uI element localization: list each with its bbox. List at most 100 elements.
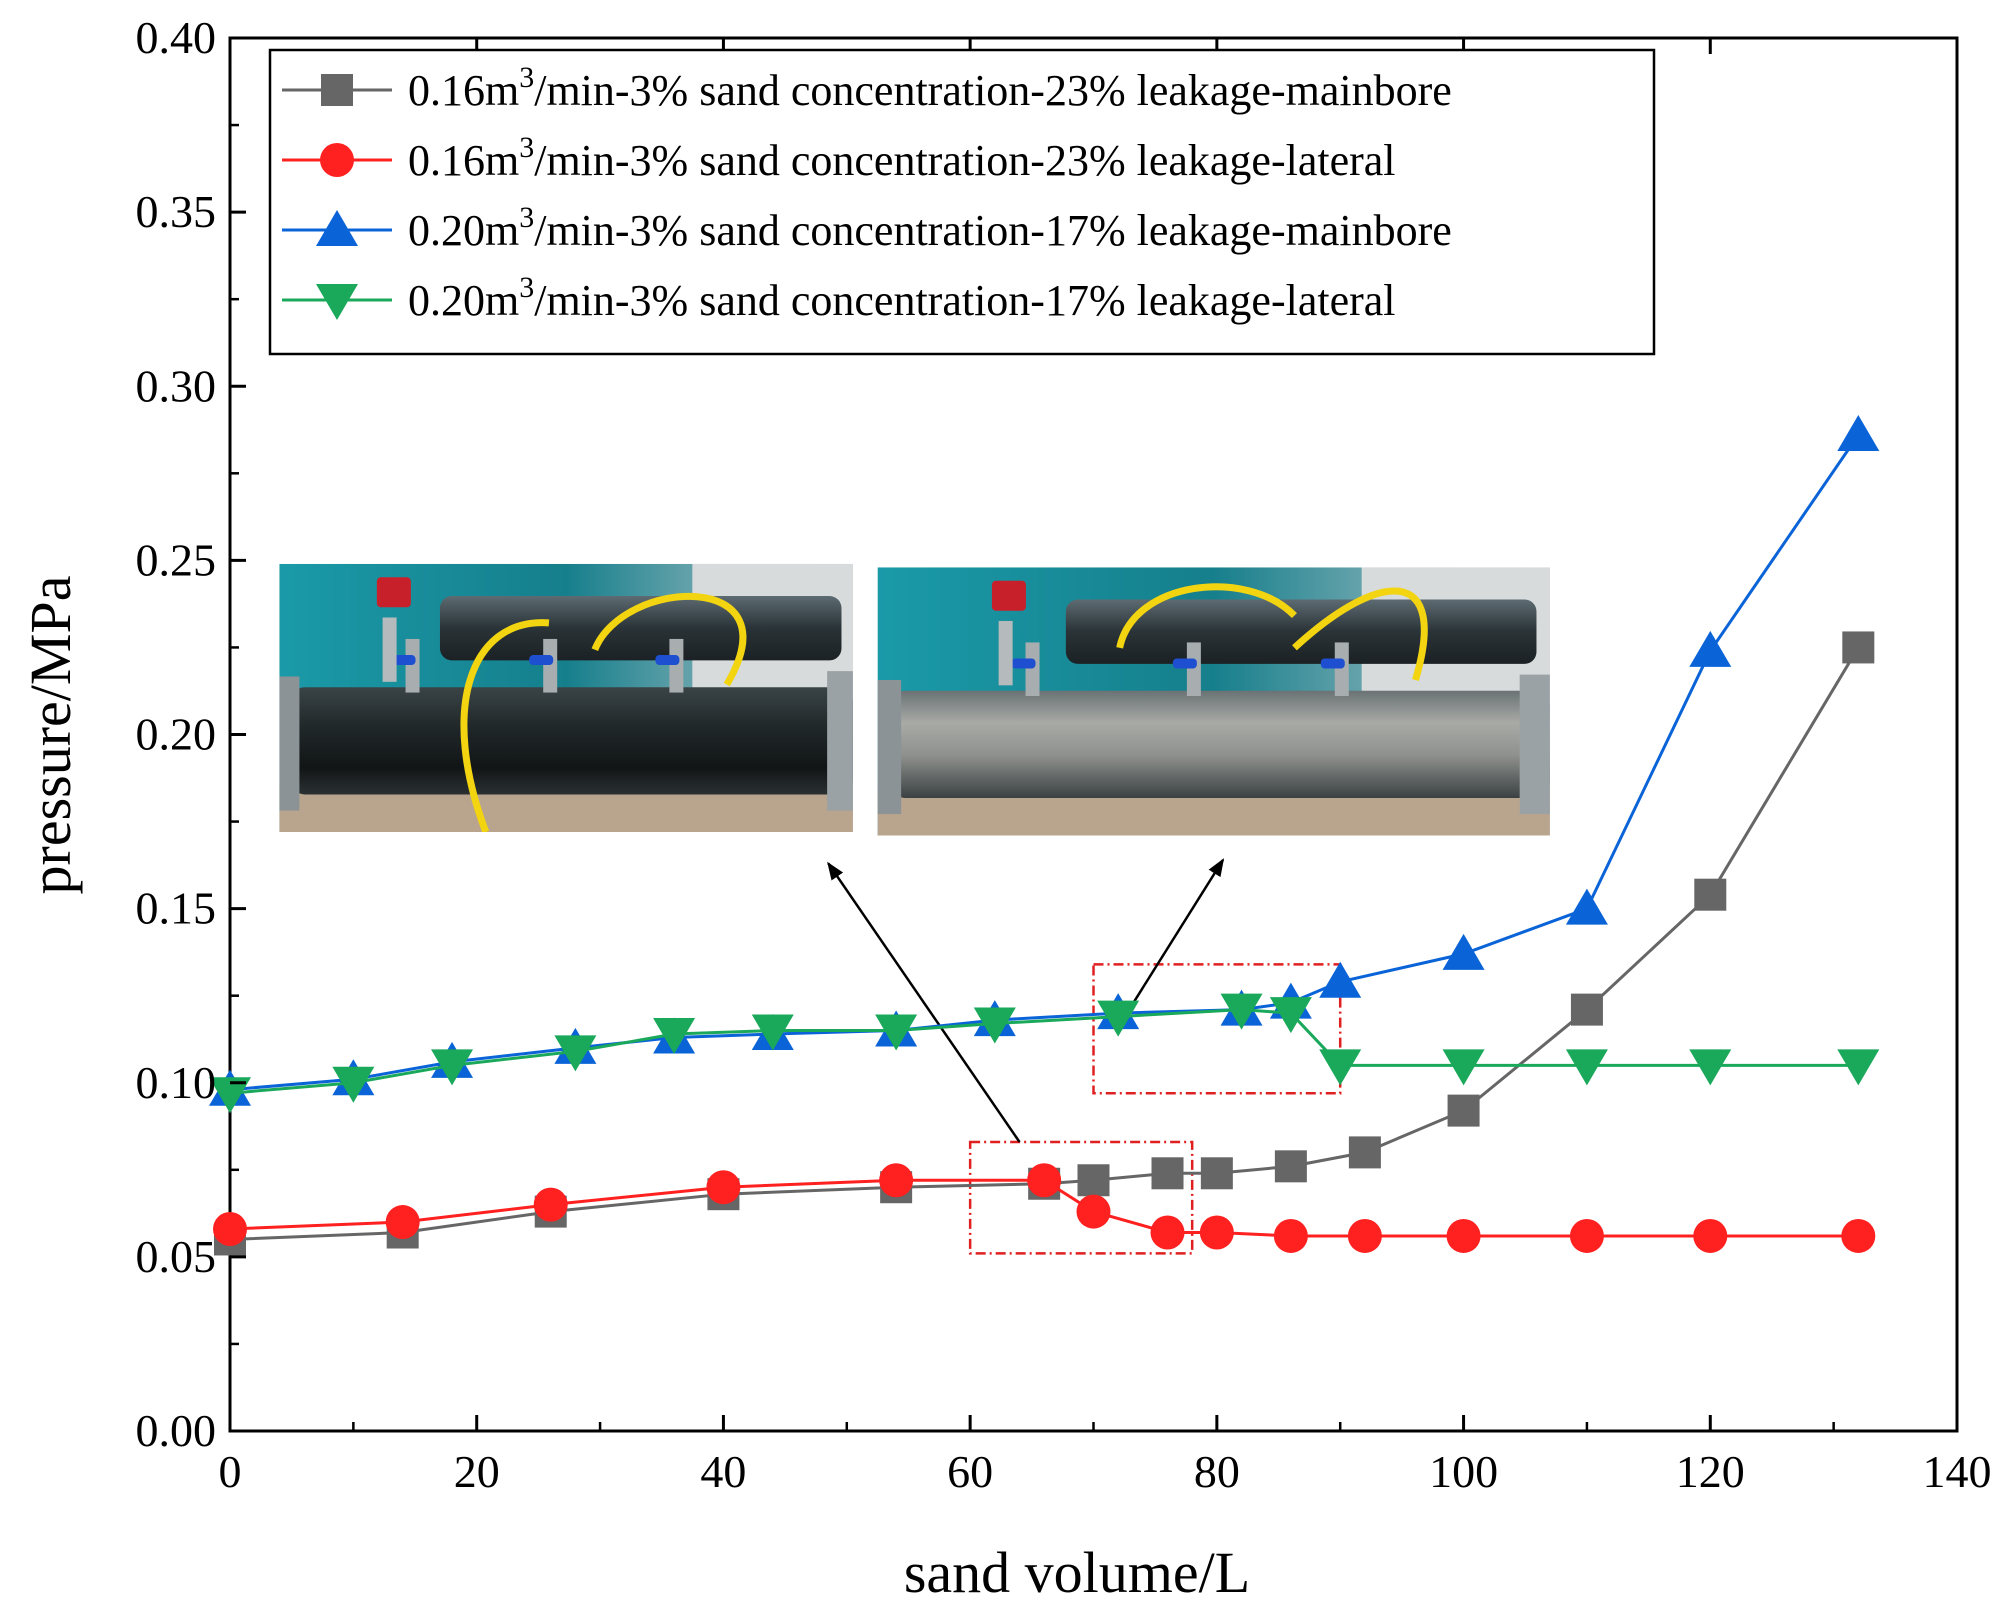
legend-label: 0.20m3/min-3% sand concentration-17% lea… — [408, 271, 1396, 325]
data-series — [209, 415, 1880, 1256]
data-point — [1077, 1164, 1110, 1197]
photo-content — [877, 567, 1550, 836]
data-point — [875, 1014, 918, 1051]
legend-marker — [316, 284, 358, 320]
photo-yellow-hose — [460, 619, 550, 833]
inset-photos — [279, 563, 1550, 836]
data-point — [1446, 1218, 1481, 1253]
x-tick-label: 60 — [947, 1446, 993, 1497]
x-tick-label: 40 — [700, 1446, 746, 1497]
legend: 0.16m3/min-3% sand concentration-23% lea… — [268, 48, 1656, 356]
data-point — [1565, 888, 1608, 925]
data-point — [1569, 1218, 1604, 1253]
data-point — [209, 1077, 251, 1114]
y-tick-label: 0.00 — [136, 1405, 217, 1456]
photo-valve-handle — [529, 655, 554, 666]
legend-item: 0.16m3/min-3% sand concentration-23% lea… — [282, 61, 1452, 115]
data-point — [1097, 1000, 1140, 1037]
data-point — [1199, 1215, 1234, 1250]
x-tick-label: 20 — [454, 1446, 500, 1497]
x-axis-title: sand volume/L — [904, 1540, 1250, 1605]
data-point — [751, 1014, 794, 1051]
series-line — [229, 1008, 1859, 1095]
photo-pressure-gauge — [376, 577, 411, 608]
data-point — [879, 1163, 914, 1198]
data-point — [1027, 1163, 1062, 1198]
legend-marker — [320, 143, 354, 177]
photo-flange — [827, 671, 853, 811]
photo-flange — [279, 676, 300, 811]
legend-marker — [316, 210, 358, 246]
pointer-arrow — [1117, 858, 1225, 1028]
data-point — [1841, 1218, 1876, 1253]
x-tick-label: 0 — [219, 1446, 242, 1497]
data-point — [1442, 1049, 1485, 1086]
legend-item: 0.16m3/min-3% sand concentration-23% lea… — [282, 131, 1396, 185]
data-point — [1319, 961, 1362, 998]
photo-yellow-hose — [591, 592, 747, 687]
y-tick-label: 0.30 — [136, 360, 217, 411]
data-point — [1151, 1157, 1184, 1190]
photo-valve — [669, 638, 684, 693]
legend-item: 0.20m3/min-3% sand concentration-17% lea… — [282, 201, 1452, 255]
legend-label: 0.16m3/min-3% sand concentration-23% lea… — [408, 131, 1396, 185]
data-point — [1076, 1194, 1111, 1229]
y-tick-label: 0.25 — [136, 534, 217, 585]
photo-valve — [405, 638, 420, 693]
photo-valve — [1025, 642, 1040, 697]
x-tick-label: 100 — [1429, 1446, 1498, 1497]
x-tick-label: 80 — [1194, 1446, 1240, 1497]
photo-valve — [1186, 642, 1201, 697]
data-point — [1565, 1049, 1608, 1086]
photo-yellow-hose — [1116, 583, 1297, 649]
data-point — [554, 1035, 597, 1072]
data-point — [1689, 1049, 1732, 1086]
photo-valve-handle — [1320, 658, 1345, 669]
photo-main-pipe — [290, 687, 853, 795]
y-tick-label: 0.15 — [136, 883, 217, 934]
data-point — [1689, 630, 1732, 667]
data-point — [1837, 415, 1880, 452]
data-point — [1273, 1218, 1308, 1253]
photo-valve-handle — [1172, 658, 1197, 669]
y-tick-label: 0.40 — [136, 12, 217, 63]
photo-pressure-gauge — [991, 580, 1026, 611]
data-point — [1842, 631, 1875, 664]
data-point — [533, 1187, 568, 1222]
legend-item: 0.20m3/min-3% sand concentration-17% lea… — [282, 271, 1396, 325]
data-point — [431, 1049, 474, 1086]
photo-yellow-hose — [1292, 587, 1428, 681]
pointer-arrow — [827, 861, 1021, 1143]
x-tick-label: 140 — [1923, 1446, 1992, 1497]
y-tick-label: 0.10 — [136, 1057, 217, 1108]
legend-label: 0.20m3/min-3% sand concentration-17% lea… — [408, 201, 1452, 255]
legend-marker — [321, 74, 353, 106]
series-4 — [209, 993, 1880, 1114]
data-point — [213, 1212, 247, 1247]
data-point — [1570, 993, 1603, 1026]
data-point — [973, 1007, 1016, 1044]
data-point — [1200, 1157, 1233, 1190]
photo-flange — [877, 679, 902, 815]
data-point — [1269, 997, 1312, 1034]
photo-flange — [1519, 674, 1550, 815]
data-point — [1447, 1094, 1480, 1127]
data-point — [1348, 1136, 1381, 1169]
left-photo — [279, 563, 853, 833]
annotations — [827, 858, 1342, 1255]
highlight-box — [968, 1140, 1194, 1255]
photo-gauge-stem — [382, 617, 397, 682]
data-point — [332, 1066, 375, 1103]
photo-content — [279, 563, 853, 833]
data-point — [1693, 1218, 1728, 1253]
data-point — [1319, 1049, 1362, 1086]
photo-valve — [543, 638, 558, 693]
data-point — [1150, 1215, 1185, 1250]
photo-valve-handle — [655, 655, 680, 666]
axes: 0 20 40 60 80 100 120 140 0.00 0.05 0.10 0.15 0.20 0.… — [136, 12, 1992, 1497]
y-tick-label: 0.20 — [136, 709, 217, 760]
data-point — [1220, 993, 1263, 1030]
y-axis-title: pressure/MPa — [18, 576, 83, 895]
data-point — [706, 1170, 741, 1205]
